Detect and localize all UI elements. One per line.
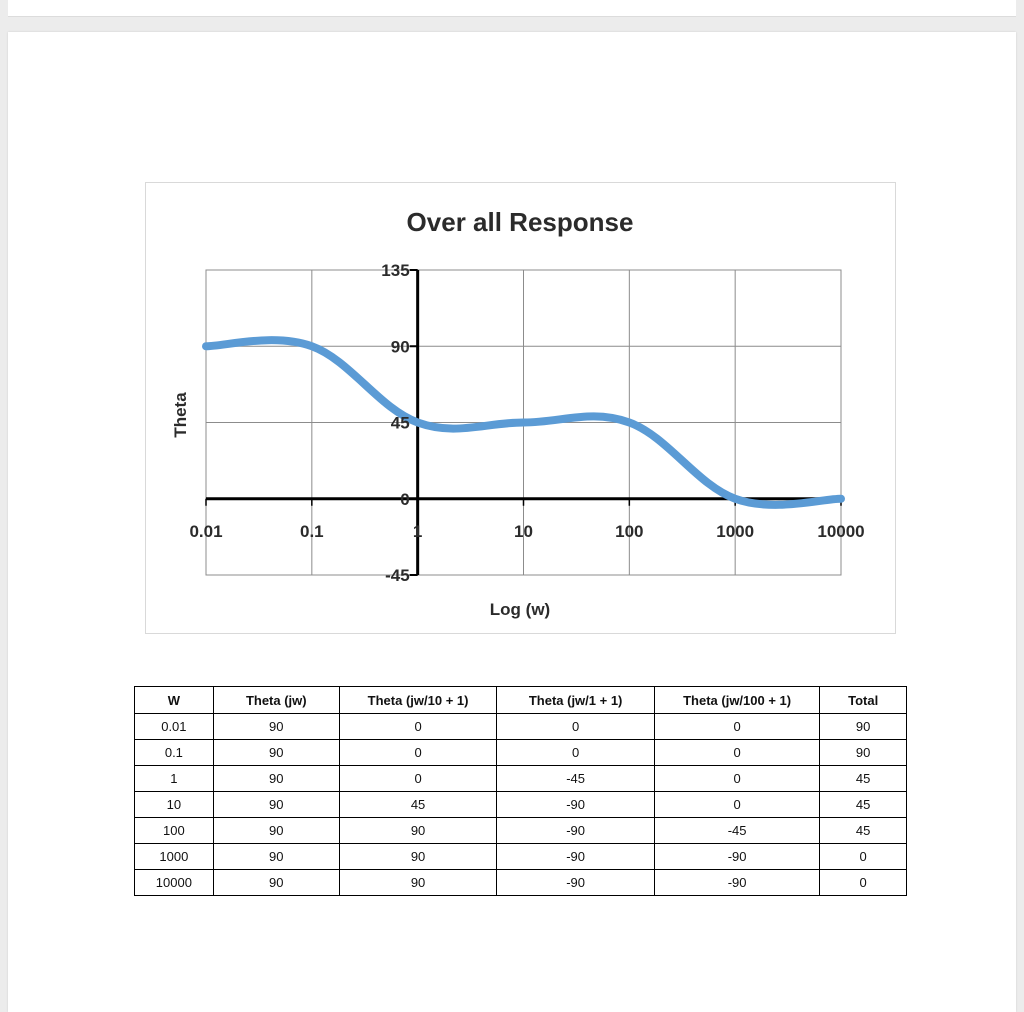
table-cell: 0 [339,766,497,792]
table-header-cell: Theta (jw) [213,687,339,714]
table-cell: -90 [497,792,655,818]
previous-page-edge [8,0,1016,17]
table-cell: 45 [820,818,907,844]
table-cell: 90 [820,740,907,766]
table-cell: 0 [339,740,497,766]
table-cell: 0 [820,870,907,896]
y-tick-label: -45 [385,566,410,585]
y-tick-label: 135 [381,261,409,280]
table-cell: -90 [497,870,655,896]
table-cell: -90 [497,818,655,844]
x-tick-label: 100 [615,522,643,541]
table-cell: 0 [820,844,907,870]
table-cell: 0.1 [135,740,214,766]
table-cell: 90 [339,818,497,844]
table-cell: 1000 [135,844,214,870]
table-header-cell: Theta (jw/10 + 1) [339,687,497,714]
x-tick-label: 1000 [716,522,754,541]
table-cell: 0 [654,740,819,766]
table-cell: 45 [820,766,907,792]
table-cell: 90 [213,766,339,792]
chart-frame: Over all Response 0.01 0.1 1 10 100 1000 10000… [145,182,896,634]
table-cell: 90 [213,714,339,740]
table-cell: 90 [339,870,497,896]
chart-title: Over all Response [407,207,634,237]
table-cell: 0 [654,714,819,740]
x-tick-label: 0.01 [189,522,222,541]
x-tick-label: 10 [514,522,533,541]
table-cell: 10000 [135,870,214,896]
y-axis-title: Theta [171,392,190,438]
table-cell: 0 [497,740,655,766]
table-header-cell: W [135,687,214,714]
table-header-cell: Total [820,687,907,714]
x-tick-label: 10000 [817,522,864,541]
table-cell: -90 [654,870,819,896]
x-axis-title: Log (w) [490,600,550,619]
x-tick-label: 1 [413,522,422,541]
table-header-cell: Theta (jw/1 + 1) [497,687,655,714]
table-cell: 90 [213,870,339,896]
table-cell: 10 [135,792,214,818]
table-cell: 0 [654,792,819,818]
table-cell: -90 [497,844,655,870]
table-header-cell: Theta (jw/100 + 1) [654,687,819,714]
overall-response-chart: Over all Response 0.01 0.1 1 10 100 1000 10000… [146,183,895,633]
table-cell: 90 [213,792,339,818]
table-cell: 0.01 [135,714,214,740]
table-cell: 90 [339,844,497,870]
table-cell: 45 [339,792,497,818]
table-cell: 90 [213,740,339,766]
x-tick-label: 0.1 [300,522,324,541]
table-cell: 90 [820,714,907,740]
table-cell: 45 [820,792,907,818]
y-tick-label: 90 [391,337,410,356]
table-cell: -45 [497,766,655,792]
table-cell: 0 [497,714,655,740]
table-cell: 100 [135,818,214,844]
table-cell: 1 [135,766,214,792]
table-cell: -45 [654,818,819,844]
table-cell: 0 [339,714,497,740]
y-tick-label: 0 [400,490,409,509]
table-cell: 90 [213,818,339,844]
y-tick-label: 45 [391,414,410,433]
table-cell: 0 [654,766,819,792]
table-cell: 90 [213,844,339,870]
table-cell: -90 [654,844,819,870]
